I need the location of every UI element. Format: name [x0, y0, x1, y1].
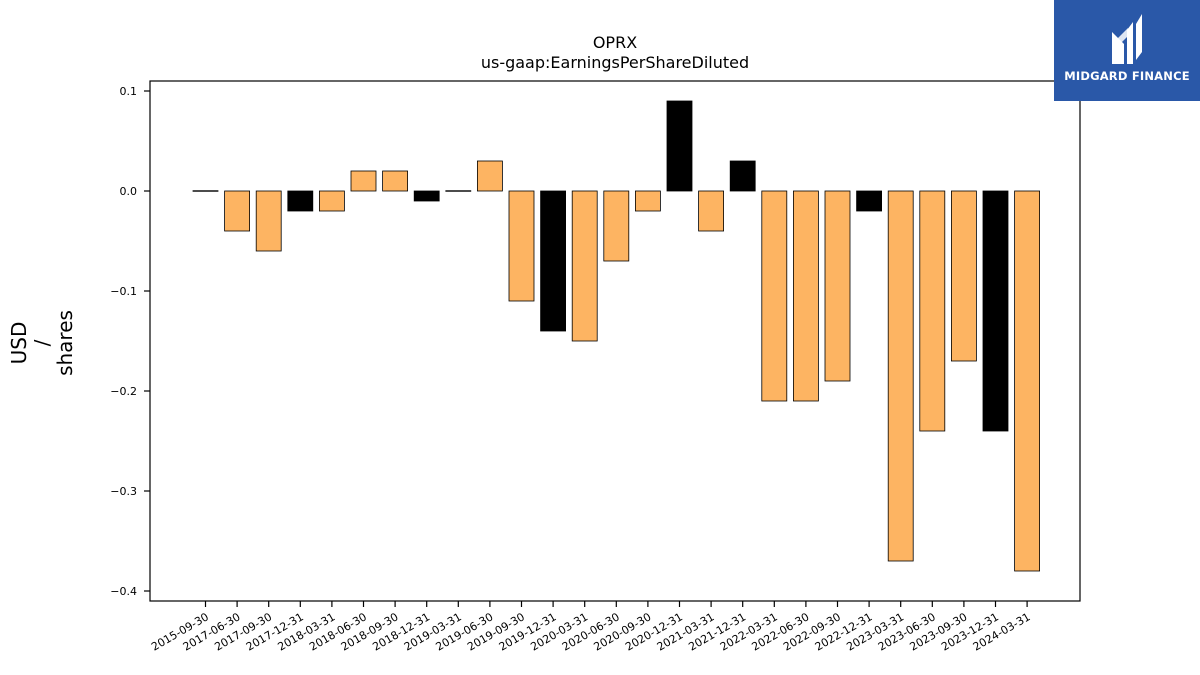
bar [540, 190, 566, 332]
bar [666, 100, 693, 192]
x-axis-ticks: 2015-09-302017-06-302017-09-302017-12-31… [149, 601, 1033, 654]
bar [603, 190, 630, 262]
y-axis-label-line: USD [7, 322, 31, 365]
y-tick-label: −0.4 [110, 585, 137, 598]
y-axis-ticks: 0.1 0.0 −0.1 −0.2 −0.3 −0.4 [110, 85, 150, 598]
chart-title: OPRX [593, 33, 637, 52]
bar [508, 190, 535, 302]
y-axis-label: USD / shares [7, 310, 77, 376]
bar [729, 160, 756, 192]
bar [887, 190, 914, 562]
logo-text: MIDGARD FINANCE [1064, 69, 1190, 83]
bar [224, 190, 251, 232]
bar [318, 190, 345, 212]
bar [824, 190, 851, 382]
plot-frame [149, 80, 1081, 602]
bar [287, 190, 314, 212]
y-tick-label: −0.2 [110, 385, 137, 398]
y-tick-label: −0.1 [110, 285, 137, 298]
bar [635, 190, 661, 212]
midgard-logo-icon [1112, 14, 1142, 64]
y-axis-label-line: / [30, 339, 54, 346]
bar [698, 190, 724, 232]
bar [951, 190, 977, 362]
bar [919, 190, 946, 432]
bar [255, 190, 282, 252]
bar [382, 170, 409, 192]
bar [761, 190, 788, 402]
bar [982, 190, 1009, 432]
bar [445, 190, 472, 192]
y-tick-label: 0.1 [120, 85, 138, 98]
bar [1014, 190, 1040, 572]
bar [571, 190, 598, 342]
midgard-finance-logo: MIDGARD FINANCE [1054, 0, 1200, 101]
chart-subtitle: us-gaap:EarningsPerShareDiluted [481, 53, 749, 72]
bar [476, 160, 503, 192]
bars-group [192, 100, 1040, 572]
bar [350, 170, 377, 192]
bar [856, 190, 882, 212]
bar [793, 190, 819, 402]
y-axis-label-line: shares [53, 310, 77, 376]
bar [413, 190, 440, 202]
y-tick-label: −0.3 [110, 485, 137, 498]
y-tick-label: 0.0 [120, 185, 138, 198]
bar [192, 190, 219, 192]
